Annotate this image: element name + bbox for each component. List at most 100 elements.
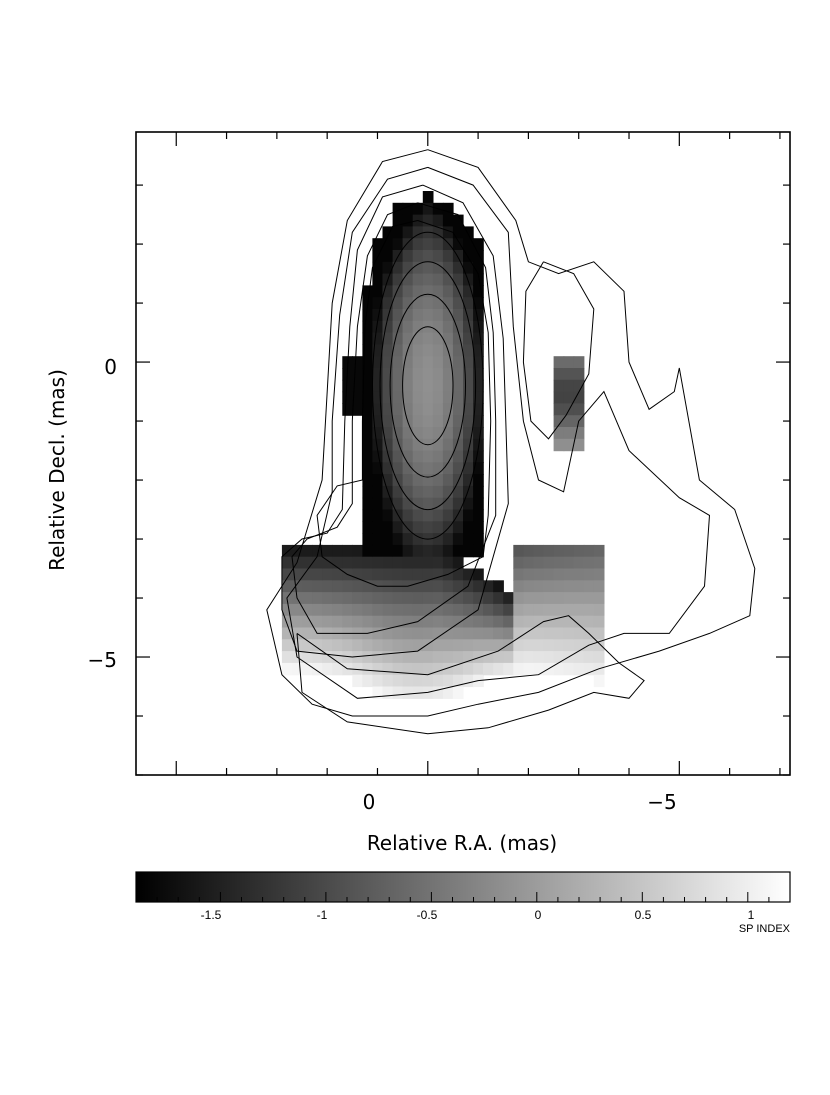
spectral-index-pixel <box>432 415 444 428</box>
spectral-index-pixel <box>573 568 585 581</box>
spectral-index-pixel <box>422 261 434 275</box>
spectral-index-pixel <box>442 379 454 393</box>
spectral-index-pixel <box>442 368 454 381</box>
spectral-index-pixel <box>412 651 424 664</box>
spectral-index-pixel <box>483 592 494 605</box>
spectral-index-pixel <box>432 686 444 699</box>
spectral-index-pixel <box>312 556 323 570</box>
spectral-index-pixel <box>553 391 565 404</box>
spectral-index-pixel <box>382 674 394 688</box>
spectral-index-pixel <box>452 603 464 617</box>
spectral-index-pixel <box>523 556 535 570</box>
spectral-index-pixel <box>432 261 444 275</box>
spectral-index-pixel <box>292 568 303 581</box>
spectral-index-pixel <box>473 615 484 629</box>
spectral-index-pixel <box>342 592 353 605</box>
spectral-index-pixel <box>452 521 464 534</box>
spectral-index-pixel <box>523 627 535 640</box>
spectral-index-pixel <box>382 651 394 664</box>
spectral-index-pixel <box>342 580 353 593</box>
spectral-index-pixel <box>412 438 424 452</box>
spectral-index-pixel <box>432 651 444 664</box>
spectral-index-pixel <box>392 309 404 322</box>
spectral-index-pixel <box>513 568 524 581</box>
spectral-index-pixel <box>412 580 424 593</box>
spectral-index-pixel <box>463 592 474 605</box>
spectral-index-pixel <box>392 273 404 286</box>
spectral-index-pixel <box>292 580 303 593</box>
spectral-index-pixel <box>452 344 464 357</box>
spectral-index-pixel <box>402 368 414 381</box>
spectral-index-pixel <box>382 285 394 298</box>
spectral-index-pixel <box>392 332 404 345</box>
contour-outer-3 <box>281 184 509 658</box>
spectral-index-pixel <box>412 202 424 216</box>
spectral-index-pixel <box>422 662 434 676</box>
spectral-index-pixel <box>583 568 595 581</box>
spectral-index-pixel <box>372 651 384 664</box>
spectral-index-pixel <box>493 580 504 593</box>
spectral-index-pixel <box>473 332 484 345</box>
spectral-index-pixel <box>523 603 535 617</box>
spectral-index-pixel <box>392 238 404 251</box>
spectral-index-pixel <box>452 285 464 298</box>
spectral-index-pixel <box>372 615 384 629</box>
spectral-index-pixel <box>452 497 464 511</box>
spectral-index-pixel <box>392 427 404 440</box>
spectral-index-pixel <box>533 544 545 558</box>
spectral-index-pixel <box>463 379 474 393</box>
spectral-index-pixel <box>362 509 374 522</box>
spectral-index-pixel <box>463 450 474 463</box>
spectral-index-pixel <box>362 403 374 416</box>
spectral-index-pixel <box>452 568 464 581</box>
spectral-index-pixel <box>463 603 474 617</box>
spectral-index-pixel <box>523 615 535 629</box>
spectral-index-pixel <box>563 556 575 570</box>
spectral-index-pixel <box>412 356 424 369</box>
spectral-index-pixel <box>372 556 384 570</box>
spectral-index-pixel <box>583 651 595 664</box>
spectral-index-pixel <box>382 261 394 275</box>
spectral-index-pixel <box>281 615 293 629</box>
spectral-index-pixel <box>392 344 404 357</box>
spectral-index-pixel <box>382 615 394 629</box>
spectral-index-pixel <box>281 639 293 652</box>
spectral-index-pixel <box>563 438 575 452</box>
spectral-index-pixel <box>432 309 444 322</box>
spectral-index-pixel <box>281 568 293 581</box>
spectral-index-pixel <box>553 603 565 617</box>
spectral-index-pixel <box>422 403 434 416</box>
spectral-index-pixel <box>392 662 404 676</box>
spectral-index-pixel <box>372 568 384 581</box>
spectral-index-pixel <box>292 662 303 676</box>
spectral-index-pixel <box>573 662 585 676</box>
spectral-index-pixel <box>473 474 484 487</box>
spectral-index-pixel <box>473 356 484 369</box>
spectral-index-pixel <box>573 438 585 452</box>
spectral-index-pixel <box>543 651 555 664</box>
spectral-index-pixel <box>412 250 424 263</box>
spectral-index-pixel <box>473 509 484 522</box>
spectral-index-pixel <box>523 568 535 581</box>
spectral-index-pixel <box>362 320 374 334</box>
spectral-index-pixel <box>452 615 464 629</box>
spectral-index-pixel <box>563 427 575 440</box>
spectral-index-pixel <box>503 603 514 617</box>
spectral-index-pixel <box>432 592 444 605</box>
spectral-index-pixel <box>563 639 575 652</box>
spectral-index-pixel <box>392 474 404 487</box>
spectral-index-pixel <box>392 285 404 298</box>
spectral-index-pixel <box>593 627 605 640</box>
spectral-index-pixel <box>422 450 434 463</box>
spectral-index-pixel <box>473 533 484 546</box>
spectral-index-pixel <box>402 627 414 640</box>
spectral-index-pixel <box>412 379 424 393</box>
spectral-index-pixel <box>442 356 454 369</box>
spectral-index-pixel <box>442 580 454 593</box>
spectral-index-pixel <box>452 415 464 428</box>
contour-outer-7 <box>296 615 645 735</box>
spectral-index-pixel <box>302 603 313 617</box>
spectral-index-pixel <box>533 662 545 676</box>
colorbar-label-neg0.5: -0.5 <box>417 908 438 922</box>
spectral-index-pixel <box>463 403 474 416</box>
